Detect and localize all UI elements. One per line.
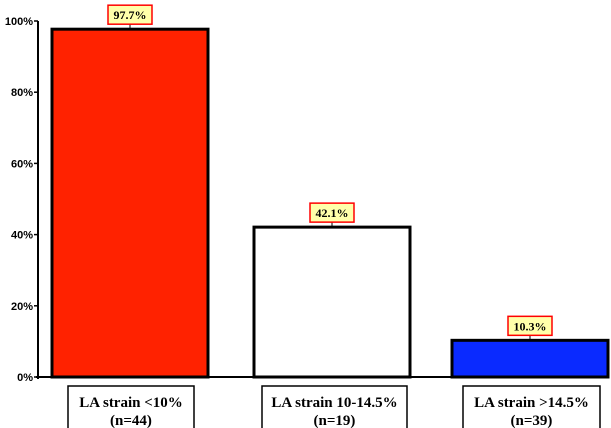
category-label-box	[67, 385, 195, 428]
bar	[450, 338, 610, 379]
category-label: LA strain 10-14.5%	[271, 395, 397, 411]
y-tick-label: 40%	[11, 230, 33, 242]
y-tick-label: 80%	[11, 87, 33, 99]
category-label-box	[462, 385, 601, 428]
y-tick-label: 0%	[17, 372, 33, 384]
bar	[50, 27, 210, 379]
y-tick-label: 60%	[11, 158, 33, 170]
data-label: 10.3%	[514, 319, 547, 333]
y-tick-label: 20%	[11, 301, 33, 313]
bar	[252, 225, 412, 379]
category-label: (n=19)	[314, 413, 356, 428]
data-label: 42.1%	[316, 206, 349, 220]
category-label: LA strain >14.5%	[474, 395, 589, 411]
data-label: 97.7%	[114, 8, 147, 22]
category-label: (n=44)	[110, 413, 152, 428]
category-label: (n=39)	[511, 413, 553, 428]
y-tick-label: 100%	[5, 16, 33, 28]
data-labels: 97.7% 42.1% 10.3%	[107, 4, 553, 341]
data-label-box	[107, 4, 153, 25]
category-label-box	[261, 385, 408, 428]
category-label: LA strain <10%	[79, 395, 183, 411]
bars	[50, 27, 610, 379]
data-label-box	[309, 202, 355, 223]
category-labels: LA strain <10% (n=44) LA strain 10-14.5% (n…	[67, 385, 601, 428]
data-label-box	[507, 315, 553, 337]
